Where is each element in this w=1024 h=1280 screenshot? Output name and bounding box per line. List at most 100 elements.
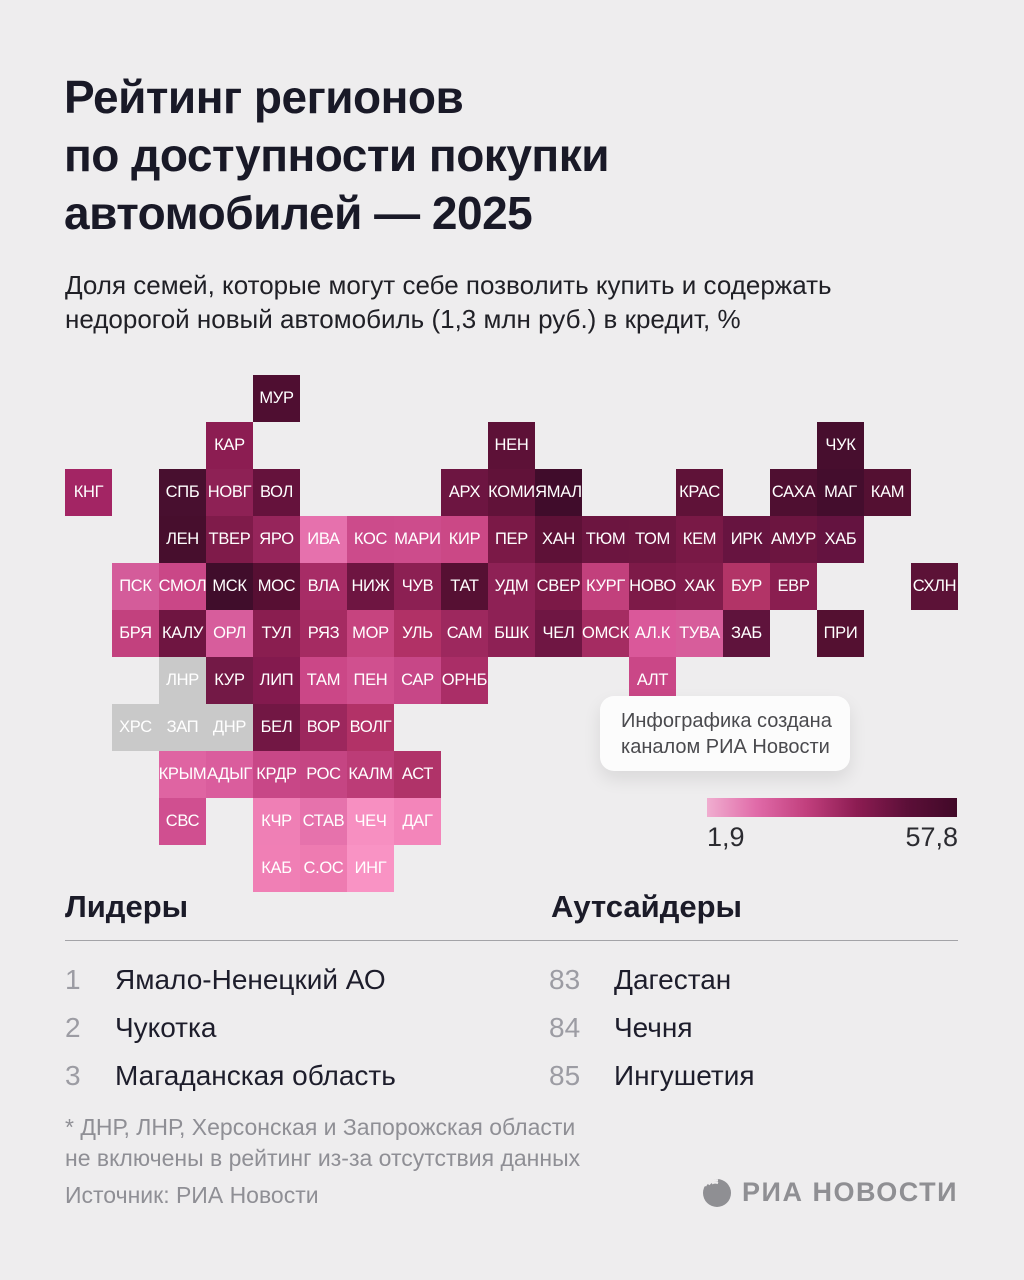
map-tile-АДЫГ: АДЫГ (206, 751, 253, 798)
legend-gradient-bar (707, 798, 957, 817)
map-tile-ДАГ: ДАГ (394, 798, 441, 845)
map-tile-КРДР: КРДР (253, 751, 300, 798)
map-tile-САМ: САМ (441, 610, 488, 657)
map-tile-КАЛУ: КАЛУ (159, 610, 206, 657)
map-tile-МАГ: МАГ (817, 469, 864, 516)
subtitle-line-2: недорогой новый автомобиль (1,3 млн руб.… (65, 304, 741, 334)
map-tile-ТУВА: ТУВА (676, 610, 723, 657)
map-tile-ЛИП: ЛИП (253, 657, 300, 704)
map-tile-БУР: БУР (723, 563, 770, 610)
leaders-heading: Лидеры (65, 889, 189, 924)
map-tile-ПРИ: ПРИ (817, 610, 864, 657)
legend-min-value: 1,9 (707, 822, 745, 852)
map-tile-СХЛН: СХЛН (911, 563, 958, 610)
map-tile-НОВГ: НОВГ (206, 469, 253, 516)
map-tile-КУР: КУР (206, 657, 253, 704)
map-tile-ВОЛГ: ВОЛГ (347, 704, 394, 751)
map-tile-ОРЛ: ОРЛ (206, 610, 253, 657)
map-tile-НОВО: НОВО (629, 563, 676, 610)
title-line-1: Рейтинг регионов (64, 71, 464, 123)
map-tile-ЗАП: ЗАП (159, 704, 206, 751)
map-tile-ИРК: ИРК (723, 516, 770, 563)
annotation-card: Инфографика создана каналом РИА Новости (600, 696, 850, 771)
globe-icon (701, 1176, 733, 1208)
map-tile-ИНГ: ИНГ (347, 845, 394, 892)
region-name: Чукотка (115, 1012, 217, 1043)
legend-max-value: 57,8 (905, 822, 958, 852)
map-tile-АРХ: АРХ (441, 469, 488, 516)
map-tile-СТАВ: СТАВ (300, 798, 347, 845)
map-tile-КАР: КАР (206, 422, 253, 469)
rank-number: 83 (549, 964, 581, 995)
rank-row: 83 Дагестан (549, 964, 755, 1012)
map-tile-МСК: МСК (206, 563, 253, 610)
map-tile-КУРГ: КУРГ (582, 563, 629, 610)
title-line-2: по доступности покупки (64, 129, 610, 181)
map-tile-БЕЛ: БЕЛ (253, 704, 300, 751)
rank-number: 84 (549, 1012, 581, 1043)
map-tile-ХАБ: ХАБ (817, 516, 864, 563)
map-tile-УЛЬ: УЛЬ (394, 610, 441, 657)
map-tile-ЯРО: ЯРО (253, 516, 300, 563)
map-tile-ЗАБ: ЗАБ (723, 610, 770, 657)
outsiders-list: 83 Дагестан 84 Чечня 85 Ингушетия (549, 964, 755, 1108)
map-tile-НИЖ: НИЖ (347, 563, 394, 610)
map-tile-ЯМАЛ: ЯМАЛ (535, 469, 582, 516)
map-tile-НЕН: НЕН (488, 422, 535, 469)
map-tile-ТВЕР: ТВЕР (206, 516, 253, 563)
rank-row: 85 Ингушетия (549, 1060, 755, 1108)
map-tile-САХА: САХА (770, 469, 817, 516)
footnote: * ДНР, ЛНР, Херсонская и Запорожская обл… (65, 1114, 581, 1171)
map-tile-КИР: КИР (441, 516, 488, 563)
map-tile-КАМ: КАМ (864, 469, 911, 516)
map-tile-ВОЛ: ВОЛ (253, 469, 300, 516)
map-tile-СВЕР: СВЕР (535, 563, 582, 610)
map-tile-ЧЕЛ: ЧЕЛ (535, 610, 582, 657)
map-tile-МУР: МУР (253, 375, 300, 422)
map-tile-ТОМ: ТОМ (629, 516, 676, 563)
rank-row: 1 Ямало-Ненецкий АО (65, 964, 396, 1012)
divider-line (65, 940, 958, 941)
map-tile-ОМСК: ОМСК (582, 610, 629, 657)
map-tile-САР: САР (394, 657, 441, 704)
map-tile-ХАН: ХАН (535, 516, 582, 563)
map-tile-РОС: РОС (300, 751, 347, 798)
rank-number: 3 (65, 1060, 81, 1091)
region-name: Чечня (614, 1012, 693, 1043)
map-tile-МАРИ: МАРИ (394, 516, 441, 563)
rank-row: 2 Чукотка (65, 1012, 396, 1060)
map-tile-КОС: КОС (347, 516, 394, 563)
map-tile-ИВА: ИВА (300, 516, 347, 563)
map-tile-УДМ: УДМ (488, 563, 535, 610)
rank-number: 2 (65, 1012, 81, 1043)
outsiders-heading: Аутсайдеры (551, 889, 743, 924)
page-subtitle: Доля семей, которые могут себе позволить… (65, 268, 975, 336)
rank-row: 3 Магаданская область (65, 1060, 396, 1108)
region-name: Дагестан (614, 964, 732, 995)
map-tile-ЧУВ: ЧУВ (394, 563, 441, 610)
map-tile-С.ОС: С.ОС (300, 845, 347, 892)
map-tile-ПСК: ПСК (112, 563, 159, 610)
map-tile-ТЮМ: ТЮМ (582, 516, 629, 563)
map-tile-ОРНБ: ОРНБ (441, 657, 488, 704)
map-tile-КАЛМ: КАЛМ (347, 751, 394, 798)
map-tile-ЛЕН: ЛЕН (159, 516, 206, 563)
ria-novosti-logo: РИА НОВОСТИ (701, 1176, 958, 1208)
map-tile-ЧУК: ЧУК (817, 422, 864, 469)
map-tile-ТУЛ: ТУЛ (253, 610, 300, 657)
map-tile-КРЫМ: КРЫМ (159, 751, 206, 798)
map-tile-ВЛА: ВЛА (300, 563, 347, 610)
map-tile-КЧР: КЧР (253, 798, 300, 845)
map-tile-СПБ: СПБ (159, 469, 206, 516)
leaders-list: 1 Ямало-Ненецкий АО 2 Чукотка 3 Магаданская о… (65, 964, 396, 1108)
map-tile-ПЕР: ПЕР (488, 516, 535, 563)
region-name: Ямало-Ненецкий АО (115, 964, 386, 995)
page-title: Рейтинг регионов по доступности покупки … (64, 68, 964, 242)
map-tile-ДНР: ДНР (206, 704, 253, 751)
map-tile-ТАМ: ТАМ (300, 657, 347, 704)
map-tile-ТАТ: ТАТ (441, 563, 488, 610)
subtitle-line-1: Доля семей, которые могут себе позволить… (65, 270, 832, 300)
map-tile-КРАС: КРАС (676, 469, 723, 516)
